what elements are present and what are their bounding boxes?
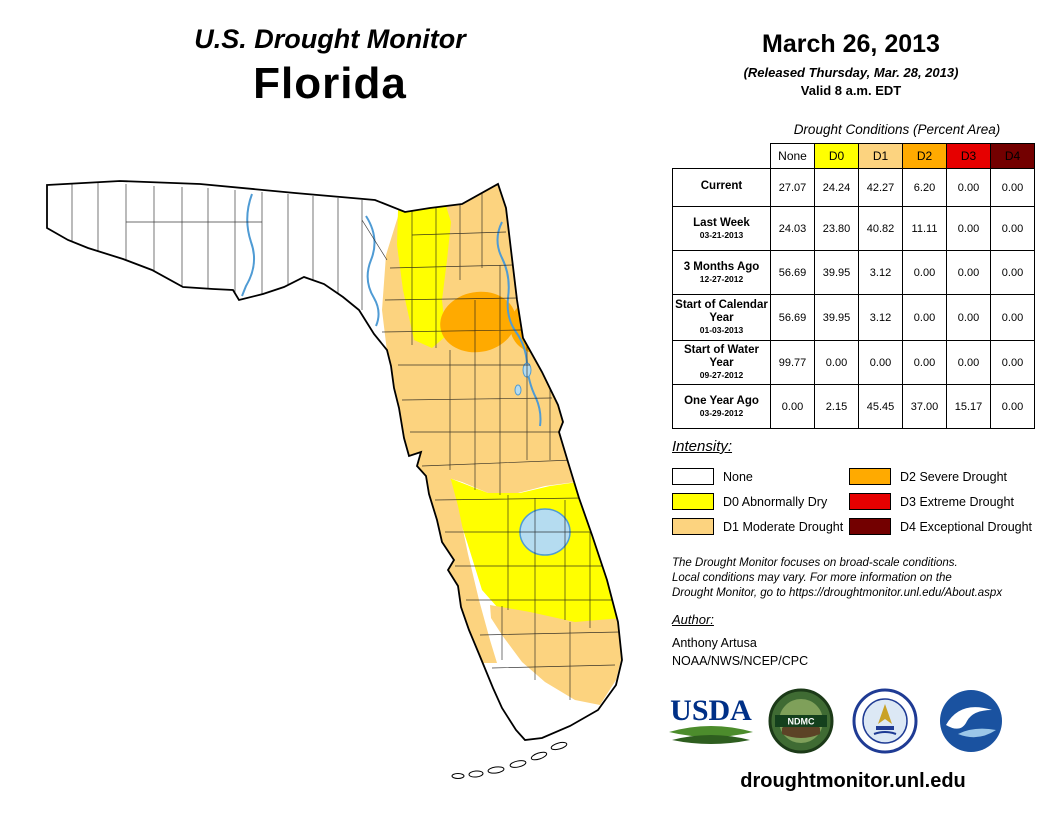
map-date: March 26, 2013 — [762, 30, 940, 58]
author-name: Anthony Artusa — [672, 636, 757, 650]
florida-outline — [46, 180, 623, 741]
legend-label: D3 Extreme Drought — [900, 494, 1014, 509]
table-row-start-calendar-year: Start of Calendar Year 01-03-2013 56.69 … — [672, 294, 1035, 341]
table-header-row: None D0 D1 D2 D3 D4 — [672, 143, 1035, 169]
row-label: Current — [672, 168, 771, 207]
florida-drought-map — [46, 180, 623, 779]
usda-logo: USDA — [664, 688, 758, 761]
drought-conditions-table: None D0 D1 D2 D3 D4 Current 27.07 24.24 … — [672, 143, 1035, 429]
page-title: U.S. Drought Monitor — [194, 24, 466, 54]
commerce-seal — [852, 688, 918, 759]
usda-logo-text: USDA — [670, 694, 752, 727]
table-row-current: Current 27.07 24.24 42.27 6.20 0.00 0.00 — [672, 168, 1035, 207]
ndmc-logo: NDMC — [768, 688, 834, 759]
valid-time: Valid 8 a.m. EDT — [800, 83, 902, 98]
legend-label: None — [723, 469, 753, 484]
legend-label: D2 Severe Drought — [900, 469, 1008, 484]
drought-region-d0-north — [397, 206, 451, 348]
intensity-heading: Intensity: — [672, 438, 733, 455]
suwannee-river — [365, 215, 380, 327]
legend-item-d2: D2 Severe Drought — [849, 468, 1007, 485]
table-row-3-months-ago: 3 Months Ago 12-27-2012 56.69 39.95 3.12… — [672, 250, 1035, 295]
small-lake — [514, 384, 522, 396]
legend-label: D1 Moderate Drought — [723, 519, 844, 534]
legend-item-d1: D1 Moderate Drought — [672, 518, 843, 535]
table-row-start-water-year: Start of Water Year 09-27-2012 99.77 0.0… — [672, 340, 1035, 385]
legend-label: D0 Abnormally Dry — [723, 494, 828, 509]
legend-item-none: None — [672, 468, 753, 485]
florida-keys — [451, 741, 568, 779]
legend-swatch-d1 — [672, 518, 714, 535]
drought-region-d2-west — [440, 291, 516, 353]
column-header-d2: D2 — [902, 143, 947, 169]
row-label: Start of Water Year 09-27-2012 — [672, 340, 771, 385]
apalachicola-river — [241, 193, 256, 297]
table-row-last-week: Last Week 03-21-2013 24.03 23.80 40.82 1… — [672, 206, 1035, 251]
row-label: Last Week 03-21-2013 — [672, 206, 771, 251]
column-header-none: None — [770, 143, 815, 169]
column-header-d0: D0 — [814, 143, 859, 169]
column-header-d1: D1 — [858, 143, 903, 169]
drought-region-d1-south — [490, 605, 622, 705]
table-caption: Drought Conditions (Percent Area) — [793, 122, 1001, 137]
author-org: NOAA/NWS/NCEP/CPC — [672, 654, 809, 668]
legend-item-d3: D3 Extreme Drought — [849, 493, 1014, 510]
legend-swatch-none — [672, 468, 714, 485]
table-corner-cell — [672, 143, 771, 169]
disclaimer-text: The Drought Monitor focuses on broad-sca… — [672, 557, 1003, 599]
legend-swatch-d4 — [849, 518, 891, 535]
drought-region-d2-east — [510, 298, 570, 354]
row-label: One Year Ago 03-29-2012 — [672, 384, 771, 429]
row-label: 3 Months Ago 12-27-2012 — [672, 250, 771, 295]
header-left: U.S. Drought Monitor Florida — [140, 24, 520, 109]
legend-item-d4: D4 Exceptional Drought — [849, 518, 1032, 535]
release-date: (Released Thursday, Mar. 28, 2013) — [743, 65, 959, 80]
region-title: Florida — [253, 59, 407, 108]
noaa-logo — [938, 688, 1004, 759]
county-boundaries — [71, 182, 621, 700]
table-row-one-year-ago: One Year Ago 03-29-2012 0.00 2.15 45.45 … — [672, 384, 1035, 429]
header-date-block: March 26, 2013 (Released Thursday, Mar. … — [700, 30, 1002, 98]
legend-label: D4 Exceptional Drought — [900, 519, 1033, 534]
column-header-d4: D4 — [990, 143, 1035, 169]
column-header-d3: D3 — [946, 143, 991, 169]
legend-item-d0: D0 Abnormally Dry — [672, 493, 827, 510]
author-heading: Author: — [672, 612, 714, 627]
legend-swatch-d2 — [849, 468, 891, 485]
footer-url: droughtmonitor.unl.edu — [740, 770, 966, 792]
legend-swatch-d3 — [849, 493, 891, 510]
legend-swatch-d0 — [672, 493, 714, 510]
ndmc-logo-text: NDMC — [788, 717, 815, 727]
row-label: Start of Calendar Year 01-03-2013 — [672, 294, 771, 341]
